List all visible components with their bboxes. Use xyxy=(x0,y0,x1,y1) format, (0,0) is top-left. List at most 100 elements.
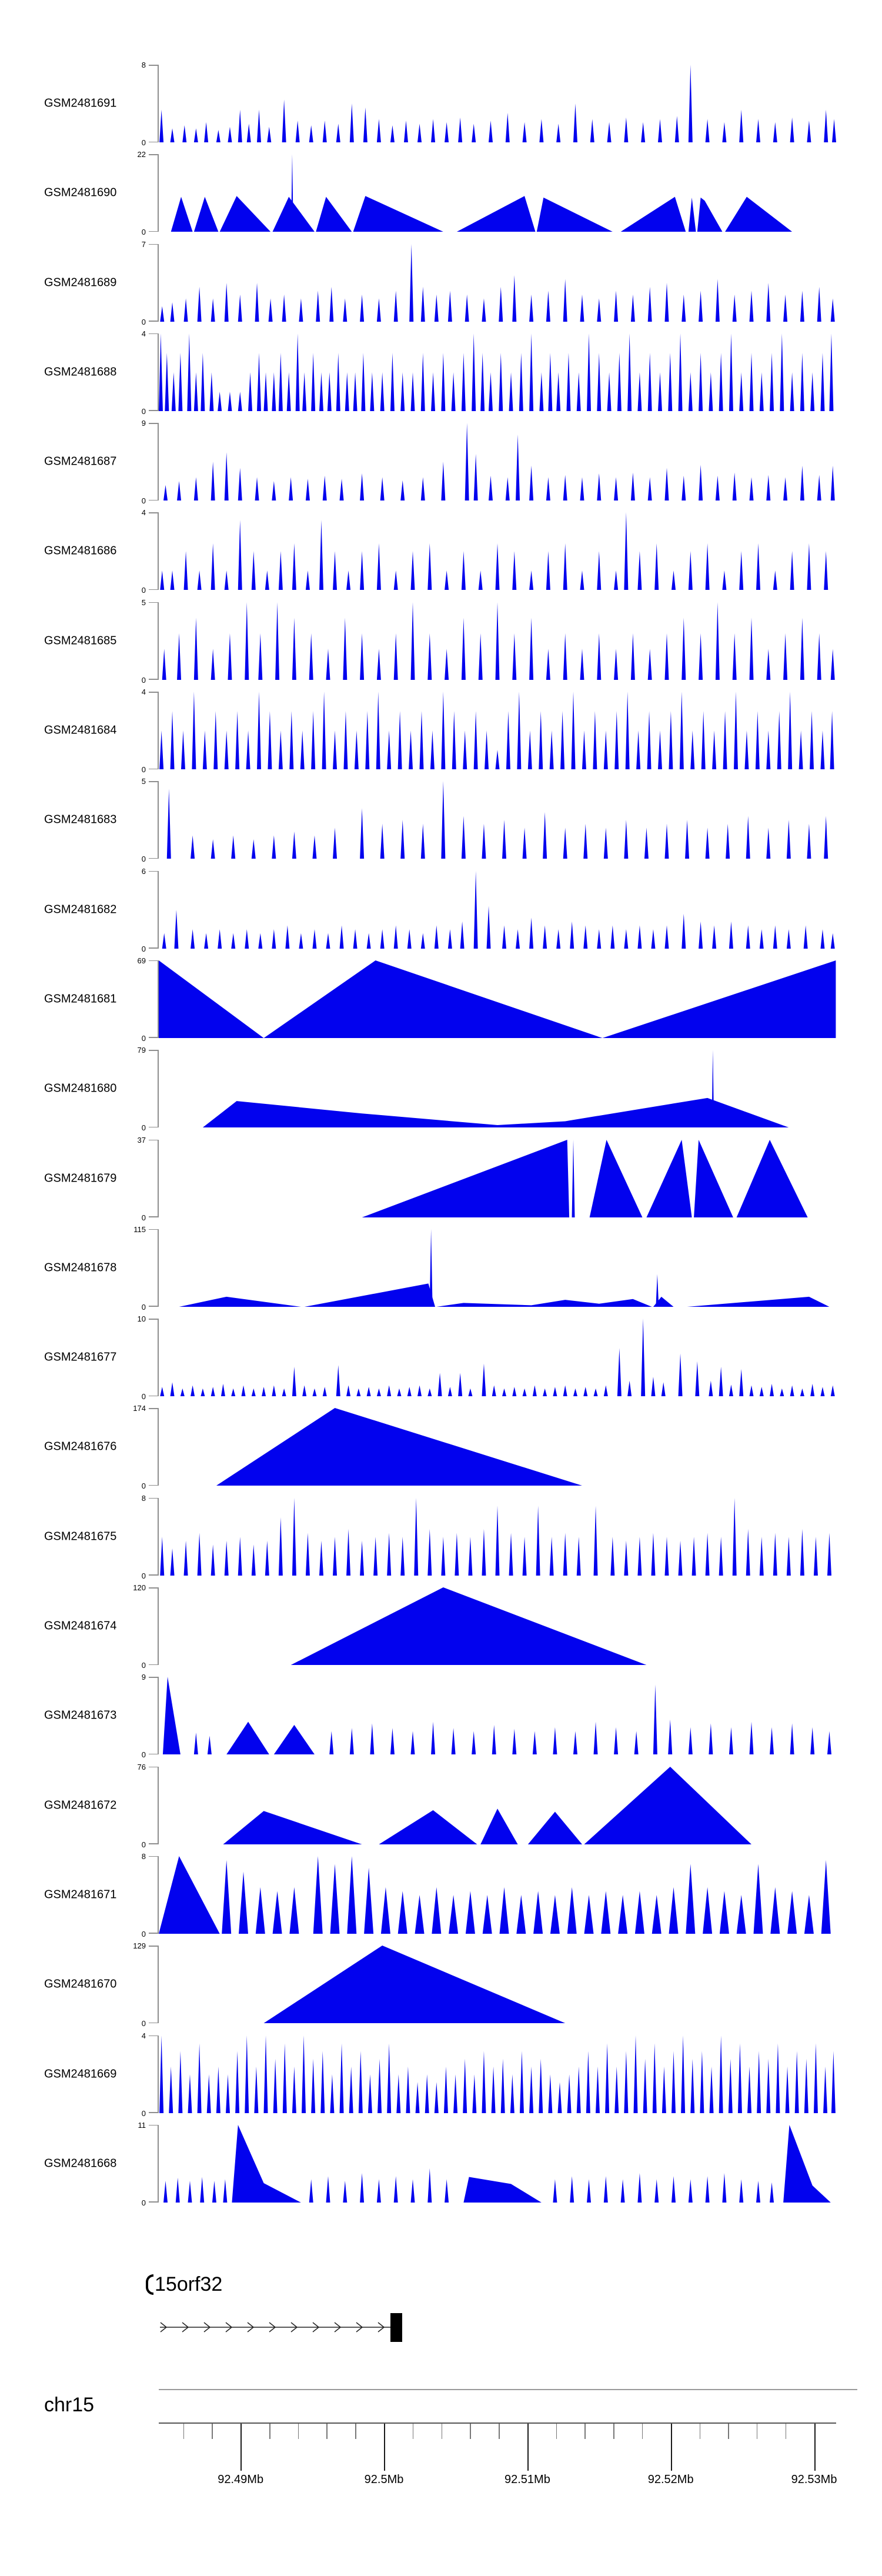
y-axis-bottom-tick xyxy=(149,231,158,232)
track-label: GSM2481689 xyxy=(44,276,117,289)
y-max-label: 4 xyxy=(141,2031,146,2040)
coverage-area-plot xyxy=(216,1408,582,1486)
y-axis-bottom-tick xyxy=(149,2201,158,2203)
y-axis-line xyxy=(158,1946,159,2024)
track-row: GSM2481683 5 0 xyxy=(0,777,882,870)
track-row: GSM2481685 5 0 xyxy=(0,598,882,692)
track-label: GSM2481678 xyxy=(44,1261,117,1274)
y-axis-line xyxy=(158,512,159,590)
y-max-label: 6 xyxy=(141,866,146,876)
y-axis-top-tick xyxy=(149,1946,158,1947)
y-axis-bottom-tick xyxy=(149,947,158,949)
y-zero-label: 0 xyxy=(141,2198,146,2207)
y-axis-top-tick xyxy=(149,1497,158,1499)
y-axis-line xyxy=(158,602,159,680)
track-row: GSM2481675 8 0 xyxy=(0,1494,882,1587)
y-max-label: 5 xyxy=(141,777,146,786)
axis-minor-tick xyxy=(326,2424,328,2439)
gene-label-row: 15orf32 xyxy=(146,2271,222,2297)
coverage-area-plot xyxy=(160,512,828,590)
y-axis-bottom-tick xyxy=(149,2112,158,2113)
track-label: GSM2481687 xyxy=(44,455,117,468)
track-row: GSM2481689 7 0 xyxy=(0,240,882,333)
y-max-label: 8 xyxy=(141,61,146,69)
coverage-area-plot xyxy=(162,1677,831,1755)
y-max-label: 4 xyxy=(141,508,146,518)
axis-minor-tick xyxy=(269,2424,270,2439)
coverage-area-plot xyxy=(171,154,793,232)
track-label: GSM2481668 xyxy=(44,2157,117,2170)
y-axis-line xyxy=(158,333,159,411)
axis-minor-tick xyxy=(699,2424,701,2439)
y-axis-top-tick xyxy=(149,1050,158,1051)
data-tracks-container: GSM2481691 8 0 GSM2481690 22 0 GSM248168… xyxy=(0,61,882,2214)
y-axis-top-tick xyxy=(149,1677,158,1678)
y-axis-top-tick xyxy=(149,2124,158,2126)
track-label: GSM2481686 xyxy=(44,544,117,558)
y-zero-label: 0 xyxy=(141,675,146,685)
y-zero-label: 0 xyxy=(141,855,146,864)
y-axis-top-tick xyxy=(149,1408,158,1409)
y-max-label: 9 xyxy=(141,419,146,428)
track-row: GSM2481682 6 0 xyxy=(0,867,882,960)
y-axis-bottom-tick xyxy=(149,1484,158,1486)
axis-minor-tick xyxy=(212,2424,213,2439)
y-zero-label: 0 xyxy=(141,1033,146,1043)
axis-minor-tick xyxy=(642,2424,643,2439)
gene-name-label: 15orf32 xyxy=(155,2273,223,2295)
y-axis-line xyxy=(158,692,159,770)
y-axis-bottom-tick xyxy=(149,1574,158,1576)
y-axis-line xyxy=(158,1139,159,1217)
y-axis-bottom-tick xyxy=(149,1753,158,1755)
y-axis-bottom-tick xyxy=(149,1037,158,1038)
track-label: GSM2481691 xyxy=(44,96,117,110)
y-axis-top-tick xyxy=(149,1587,158,1589)
track-label: GSM2481682 xyxy=(44,903,117,916)
axis-minor-tick xyxy=(556,2424,557,2439)
y-axis-top-tick xyxy=(149,1766,158,1768)
gene-model xyxy=(160,2313,402,2342)
y-max-label: 129 xyxy=(133,1941,146,1951)
track-row: GSM2481680 79 0 xyxy=(0,1046,882,1139)
track-label: GSM2481690 xyxy=(44,186,117,199)
track-label: GSM2481681 xyxy=(44,992,117,1006)
coverage-area-plot xyxy=(162,870,835,949)
genome-axis-line xyxy=(159,2422,836,2424)
y-axis-bottom-tick xyxy=(149,1126,158,1128)
y-zero-label: 0 xyxy=(141,765,146,775)
y-axis-top-tick xyxy=(149,1856,158,1857)
y-max-label: 9 xyxy=(141,1673,146,1682)
y-axis-bottom-tick xyxy=(149,499,158,501)
y-axis-top-tick xyxy=(149,781,158,782)
axis-minor-tick xyxy=(183,2424,185,2439)
y-axis-top-tick xyxy=(149,870,158,872)
coverage-area-plot xyxy=(179,1229,830,1307)
y-zero-label: 0 xyxy=(141,406,146,416)
track-row: GSM2481688 4 0 xyxy=(0,329,882,423)
y-axis-line xyxy=(158,65,159,142)
y-zero-label: 0 xyxy=(141,1571,146,1580)
y-max-label: 76 xyxy=(137,1762,146,1771)
track-row: GSM2481690 22 0 xyxy=(0,150,882,243)
track-label: GSM2481670 xyxy=(44,1977,117,1991)
y-max-label: 5 xyxy=(141,598,146,607)
y-axis-line xyxy=(158,423,159,501)
y-axis-top-tick xyxy=(149,2035,158,2037)
y-axis-top-tick xyxy=(149,692,158,693)
track-row: GSM2481673 9 0 xyxy=(0,1673,882,1766)
track-row: GSM2481672 76 0 xyxy=(0,1763,882,1856)
y-axis-line xyxy=(158,1677,159,1755)
track-label: GSM2481688 xyxy=(44,365,117,379)
chromosome-label: chr15 xyxy=(44,2394,95,2416)
axis-major-tick xyxy=(527,2424,529,2471)
track-label: GSM2481675 xyxy=(44,1530,117,1543)
y-axis-line xyxy=(158,1766,159,1844)
coverage-area-plot xyxy=(160,243,835,322)
coverage-area-plot xyxy=(163,2124,831,2203)
axis-panel-separator-line xyxy=(159,2389,857,2390)
y-axis-top-tick xyxy=(149,512,158,513)
y-zero-label: 0 xyxy=(141,2019,146,2028)
track-row: GSM2481681 69 0 xyxy=(0,956,882,1050)
y-axis-bottom-tick xyxy=(149,321,158,322)
y-axis-bottom-tick xyxy=(149,1843,158,1844)
